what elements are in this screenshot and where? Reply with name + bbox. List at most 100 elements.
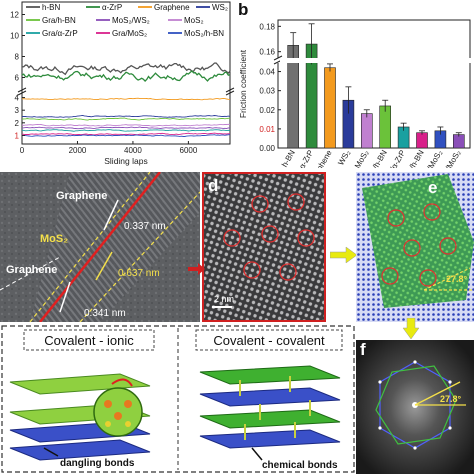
bar-2 xyxy=(324,67,336,149)
arrow-d-to-e xyxy=(330,246,358,264)
legend-label-0: h-BN xyxy=(42,3,60,12)
ytick-label: 0.18 xyxy=(259,22,275,31)
axis-break-mark xyxy=(273,55,283,61)
ytick-label: 12 xyxy=(10,11,19,20)
bond-schematic: Covalent - ionic Covalent - covalent dan… xyxy=(1,325,355,473)
right-title: Covalent - covalent xyxy=(213,333,325,348)
bar-5 xyxy=(379,105,391,149)
xtick-label: 2000 xyxy=(69,146,87,155)
angle-line xyxy=(414,381,461,406)
pointer-arrow xyxy=(251,447,263,461)
series-line-2 xyxy=(21,97,231,101)
xtick-label: Gra/h-BN xyxy=(364,148,389,168)
chart-b: 0.00 0.01 0.02 0.03 0.04 0.16 0.18 h-BN α-ZrP Gr… xyxy=(238,19,474,169)
hexagon-green xyxy=(375,365,457,445)
fft-pattern-f: 27.8° xyxy=(356,340,474,474)
ytick-label: 0.04 xyxy=(259,68,275,77)
xtick-label: 4000 xyxy=(124,146,142,155)
angle-line xyxy=(423,267,471,291)
ytick-label: 10 xyxy=(10,32,19,41)
left-title: Covalent - ionic xyxy=(44,333,134,348)
ytick-label: 0.02 xyxy=(259,106,275,115)
panel-letter-f: f xyxy=(360,340,366,359)
scale-bar-label: 2 nm xyxy=(214,294,234,304)
legend-label-6: MoS₂ xyxy=(184,16,204,25)
axis-break-mark xyxy=(17,90,27,96)
left-note: dangling bonds xyxy=(60,458,135,469)
legend-label-7: Gra/α-ZrP xyxy=(42,29,78,38)
chemical-bond-pillars xyxy=(239,376,311,440)
label-mos2: MoS₂ xyxy=(40,233,68,245)
interface-red-line xyxy=(39,172,161,322)
chart-b-ylabel: Friction coefficient xyxy=(238,49,248,118)
bar-7 xyxy=(416,132,428,149)
legend-label-3: WS₂ xyxy=(212,3,228,12)
spacing-arrow xyxy=(59,281,71,313)
series-line-3 xyxy=(21,114,231,118)
panel-letter-e: e xyxy=(428,178,438,197)
label-graphene-top: Graphene xyxy=(56,190,107,202)
bar-4 xyxy=(361,113,373,149)
series-line-9 xyxy=(21,134,231,137)
series-line-0 xyxy=(21,62,231,76)
legend-label-9: MoS₂/h-BN xyxy=(184,29,224,38)
legend-label-8: Gra/MoS₂ xyxy=(112,29,147,38)
right-title-box xyxy=(195,329,343,351)
xtick-label: 0 xyxy=(20,146,25,155)
arrow-e-to-f xyxy=(402,318,420,340)
series-line-8 xyxy=(21,132,231,136)
label-spacing-3: 0.341 nm xyxy=(84,308,126,319)
axis-break-mark xyxy=(225,90,235,96)
lattice-green xyxy=(362,174,474,308)
ytick-label: 1 xyxy=(15,131,20,140)
bar-break-gap xyxy=(280,58,470,63)
interaction-arrow xyxy=(111,378,133,387)
chart-a: h-BN α-ZrP Graphene WS₂ Gra/h-BN MoS₂/WS₂ MoS₂… xyxy=(10,1,235,166)
angle-label-e: 27.8° xyxy=(446,274,468,284)
hrtem-frame xyxy=(202,172,326,322)
right-note: chemical bonds xyxy=(262,460,338,471)
boundary-white-dash xyxy=(0,256,61,291)
angle-label-f: 27.8° xyxy=(440,394,462,404)
right-layer-stack xyxy=(199,365,341,449)
xtick-label: 6000 xyxy=(180,146,198,155)
legend-label-4: Gra/h-BN xyxy=(42,16,76,25)
legend-label-5: MoS₂/WS₂ xyxy=(112,16,150,25)
chart-a-xlabel: Sliding laps xyxy=(104,156,147,166)
ytick-label: 0.03 xyxy=(259,87,275,96)
series-line-4 xyxy=(21,117,231,121)
ytick-label: 8 xyxy=(15,53,20,62)
series-line-7 xyxy=(21,129,231,132)
ytick-label: 0.16 xyxy=(259,48,275,57)
panel-letter-b: b xyxy=(238,0,249,19)
spacing-arrow xyxy=(95,251,113,281)
tem-layered-region xyxy=(30,172,200,322)
mos2-atoms xyxy=(104,400,132,427)
boundary-yellow-dash xyxy=(79,191,200,322)
xtick-label: MoS₂ xyxy=(353,149,371,169)
series-line-6 xyxy=(21,123,231,127)
ytick-label: 4 xyxy=(15,94,20,103)
ytick-label: 6 xyxy=(15,74,20,83)
ytick-label: 0.00 xyxy=(259,144,275,153)
axis-break-mark xyxy=(225,87,235,93)
bar-9 xyxy=(453,134,465,149)
legend-label-2: Graphene xyxy=(154,3,190,12)
scale-bar xyxy=(212,306,232,308)
moire-markers xyxy=(223,193,315,281)
pointer-arrow xyxy=(43,447,59,457)
axis-break-mark xyxy=(17,87,27,93)
ytick-label: 0.01 xyxy=(259,125,275,134)
left-title-box xyxy=(23,329,155,351)
label-spacing-1: 0.337 nm xyxy=(124,221,166,232)
ytick-label: 3 xyxy=(15,106,20,115)
moire-markers xyxy=(381,203,457,287)
arrow-c-to-d xyxy=(188,263,205,275)
xtick-label: WS₂ xyxy=(336,149,352,167)
label-spacing-2: 0.637 nm xyxy=(118,268,160,279)
xtick-label: h-BN xyxy=(280,148,297,168)
series-line-1 xyxy=(21,69,231,83)
series-line-5 xyxy=(21,126,231,130)
spacing-arrow xyxy=(103,199,119,231)
legend-label-1: α-ZrP xyxy=(102,3,122,12)
